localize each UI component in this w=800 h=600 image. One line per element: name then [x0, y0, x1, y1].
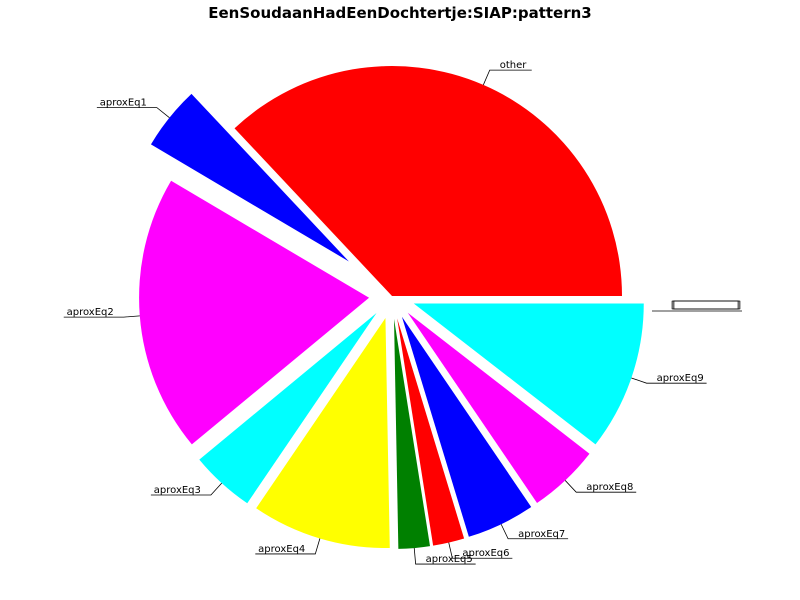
- leader-line-other: [482, 69, 532, 86]
- overlapping-label-mark: [671, 300, 741, 310]
- slice-label: aproxEq8: [586, 482, 633, 493]
- overlapping-label-mark: [673, 300, 739, 310]
- slice-label: aproxEq2: [67, 307, 114, 318]
- slice-labels: other aproxEq1 aproxEq2 aproxEq3 aproxEq4 apr…: [63, 60, 707, 565]
- leader-line-aproxEq8: [564, 480, 637, 493]
- slice-label: other: [500, 60, 528, 71]
- leader-line-aproxEq9: [631, 377, 707, 384]
- pie-slice-aproxEq1: [150, 93, 349, 262]
- pie-slice-other: [234, 66, 622, 297]
- overlapping-zero-labels: [652, 300, 742, 312]
- leader-line-aproxEq4: [255, 538, 321, 555]
- overlapping-label-mark: [672, 300, 740, 310]
- chart-title: EenSoudaanHadEenDochtertje:SIAP:pattern3: [208, 4, 591, 22]
- pie-slice-aproxEq8: [407, 312, 590, 503]
- overlapping-label-mark: [672, 300, 740, 310]
- slice-label: aproxEq3: [154, 485, 201, 496]
- pie-slices: [139, 66, 644, 549]
- pie-slice-aproxEq5: [394, 318, 431, 549]
- slice-label: aproxEq4: [258, 544, 305, 555]
- pie-slice-aproxEq4: [256, 318, 390, 549]
- slice-label: aproxEq7: [518, 529, 565, 540]
- slice-label: aproxEq1: [100, 98, 147, 109]
- pie-slice-aproxEq6: [397, 318, 465, 546]
- slice-label: aproxEq5: [426, 554, 473, 565]
- overlapping-label-mark: [673, 300, 739, 310]
- leader-line-aproxEq7: [500, 524, 569, 540]
- pie-slice-aproxEq9: [413, 303, 644, 445]
- pie-slice-aproxEq7: [401, 316, 532, 537]
- pie-slice-aproxEq3: [199, 313, 377, 504]
- leader-line-aproxEq2: [63, 315, 140, 318]
- leader-line-aproxEq3: [150, 482, 223, 496]
- leader-line-aproxEq5: [413, 547, 476, 565]
- leader-line-aproxEq1: [96, 107, 170, 118]
- slice-label: aproxEq6: [462, 548, 509, 559]
- slice-label: aproxEq9: [657, 373, 704, 384]
- overlapping-label-mark: [671, 300, 741, 310]
- leader-line-aproxEq6: [448, 542, 513, 559]
- pie-slice-aproxEq2: [139, 180, 370, 445]
